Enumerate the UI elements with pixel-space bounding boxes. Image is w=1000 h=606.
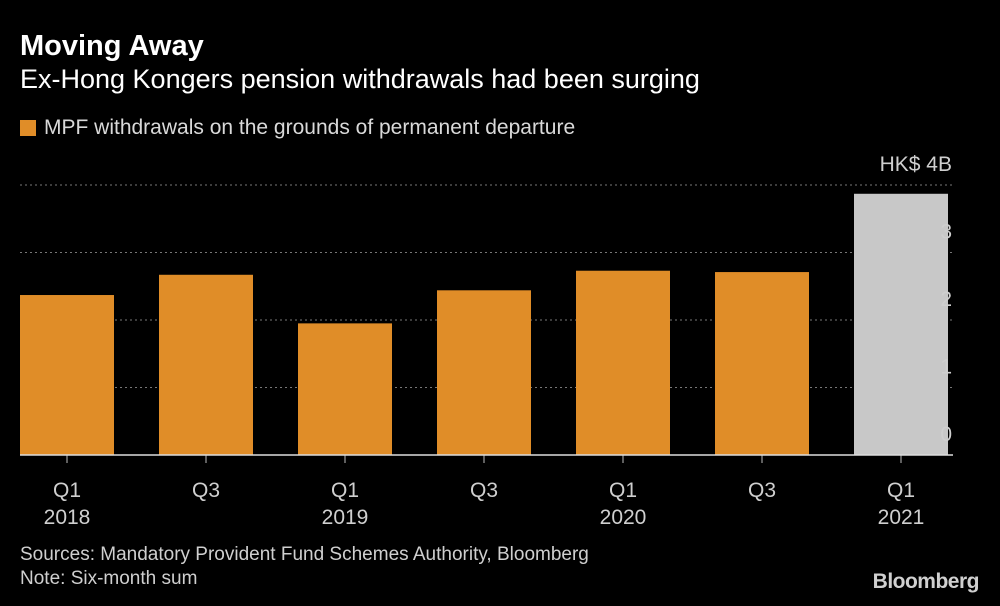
bar-q1-2018 (20, 295, 114, 455)
bar-q1-2019 (298, 323, 392, 455)
bloomberg-logo: Bloomberg (872, 570, 980, 593)
y-tick-label-0: 0 (940, 423, 952, 446)
chart-subtitle: Ex-Hong Kongers pension withdrawals had … (20, 64, 700, 94)
x-tick-label-quarter: Q3 (470, 479, 498, 502)
chart-title: Moving Away (20, 30, 204, 62)
legend-label: MPF withdrawals on the grounds of perman… (44, 116, 576, 139)
sources-text: Sources: Mandatory Provident Fund Scheme… (20, 544, 589, 565)
x-tick-label-quarter: Q1 (53, 479, 81, 502)
note-text: Note: Six-month sum (20, 568, 198, 589)
x-tick-label-year: 2020 (600, 506, 647, 529)
x-tick-label-quarter: Q3 (192, 479, 220, 502)
bar-q3-2020 (715, 272, 809, 455)
legend-swatch (20, 120, 36, 136)
legend: MPF withdrawals on the grounds of perman… (20, 116, 575, 140)
x-tick-label-quarter: Q1 (887, 479, 915, 502)
bar-q1-2021 (854, 193, 948, 455)
y-tick-label-1: 1 (940, 356, 952, 379)
bar-chart: Q1 2018 Q3 Q1 2019 Q3 Q1 2020 Q3 Q1 2021 0 1 2 3 HK$ 4B (20, 153, 953, 529)
x-tick-label-year: 2021 (878, 506, 925, 529)
bar-q3-2019 (437, 290, 531, 455)
y-unit-label: HK$ 4B (880, 153, 952, 176)
bar-q3-2018 (159, 274, 253, 455)
bar-q1-2020 (576, 270, 670, 455)
x-tick-label-quarter: Q1 (331, 479, 359, 502)
y-tick-label-3: 3 (940, 221, 952, 244)
y-tick-label-2: 2 (940, 288, 952, 311)
x-tick-label-year: 2019 (322, 506, 369, 529)
source-note: Sources: Mandatory Provident Fund Scheme… (20, 543, 589, 591)
x-tick-label-year: 2018 (44, 506, 91, 529)
x-tick-label-quarter: Q1 (609, 479, 637, 502)
x-tick-label-quarter: Q3 (748, 479, 776, 502)
